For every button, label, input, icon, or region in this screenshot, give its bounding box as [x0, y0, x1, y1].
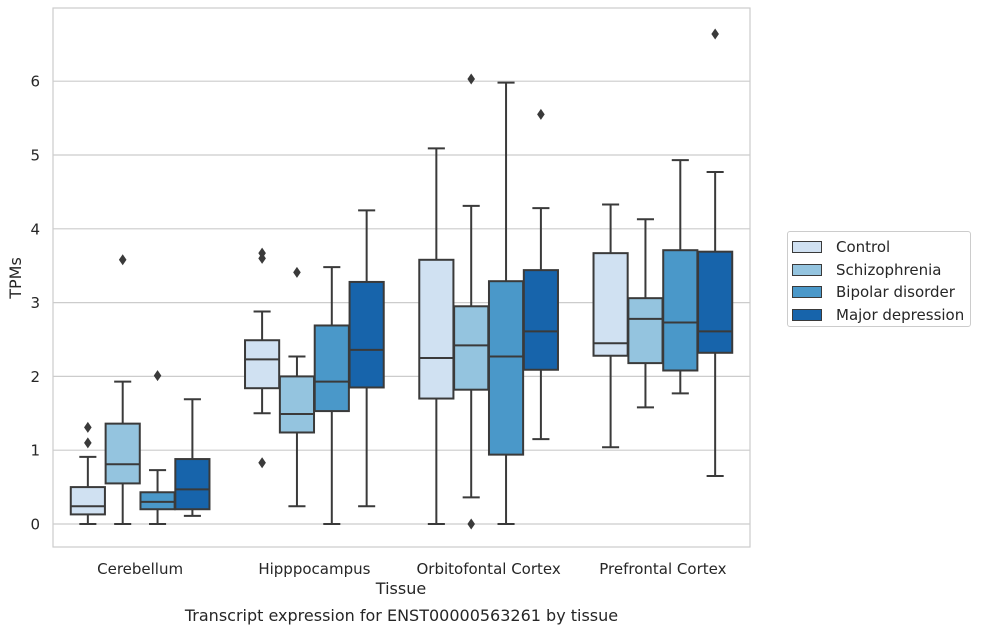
box [244, 339, 281, 390]
outlier-marker [84, 421, 92, 433]
x-axis-ticks: Cerebellum Hipppocampus Orbitofontal Corte… [97, 560, 726, 578]
box [139, 491, 176, 511]
box [348, 280, 385, 389]
y-axis-label: TPMs [6, 257, 25, 300]
legend-swatch [792, 286, 822, 299]
box [662, 249, 699, 372]
legend-label: Control [836, 238, 891, 257]
outlier-marker [537, 108, 545, 120]
x-tick-label: Cerebellum [97, 560, 183, 578]
box [453, 305, 490, 391]
box-plots [69, 28, 734, 530]
y-tick-label: 5 [30, 147, 40, 165]
y-tick-label: 1 [30, 442, 40, 460]
y-tick-label: 0 [30, 516, 40, 534]
legend-label: Schizophrenia [836, 260, 942, 279]
outlier-marker [153, 370, 162, 382]
y-tick-label: 2 [30, 368, 40, 386]
box [487, 280, 525, 456]
box [418, 258, 455, 400]
outlier-marker [711, 28, 719, 40]
box [592, 252, 629, 357]
y-axis-ticks: 0 1 2 3 4 5 6 [30, 73, 40, 534]
box [313, 324, 350, 413]
x-axis-label: Tissue [375, 579, 426, 598]
outlier-marker [467, 518, 475, 530]
outlier-marker [258, 247, 266, 259]
legend-label: Major depression [836, 305, 965, 324]
x-tick-label: Prefrontal Cortex [599, 560, 726, 578]
box [278, 375, 316, 434]
legend-label: Bipolar disorder [836, 283, 955, 302]
legend-swatch [792, 263, 822, 276]
box [522, 269, 559, 371]
chart-title: Transcript expression for ENST0000056326… [184, 606, 619, 625]
outlier-marker [84, 437, 92, 449]
y-tick-label: 6 [30, 73, 40, 91]
outlier-marker [258, 457, 266, 469]
box [627, 297, 664, 365]
outlier-marker [118, 254, 127, 266]
box [697, 250, 734, 354]
x-tick-label: Orbitofontal Cortex [417, 560, 561, 578]
gridlines [53, 80, 750, 525]
plot-area [52, 7, 751, 548]
y-tick-label: 3 [30, 294, 40, 312]
legend-swatch [792, 241, 822, 254]
legend-item: Bipolar disorder [792, 281, 970, 304]
legend-item: Schizophrenia [792, 259, 970, 282]
box [69, 486, 106, 516]
outlier-marker [467, 73, 475, 85]
box [104, 422, 141, 485]
y-tick-label: 4 [30, 220, 40, 238]
legend-swatch [792, 308, 822, 321]
x-tick-label: Hipppocampus [258, 560, 370, 578]
legend-item: Major depression [792, 304, 970, 327]
outlier-marker [293, 266, 301, 278]
legend: Control Schizophrenia Bipolar disorder M… [787, 231, 971, 327]
legend-item: Control [792, 236, 970, 259]
box [174, 458, 211, 511]
